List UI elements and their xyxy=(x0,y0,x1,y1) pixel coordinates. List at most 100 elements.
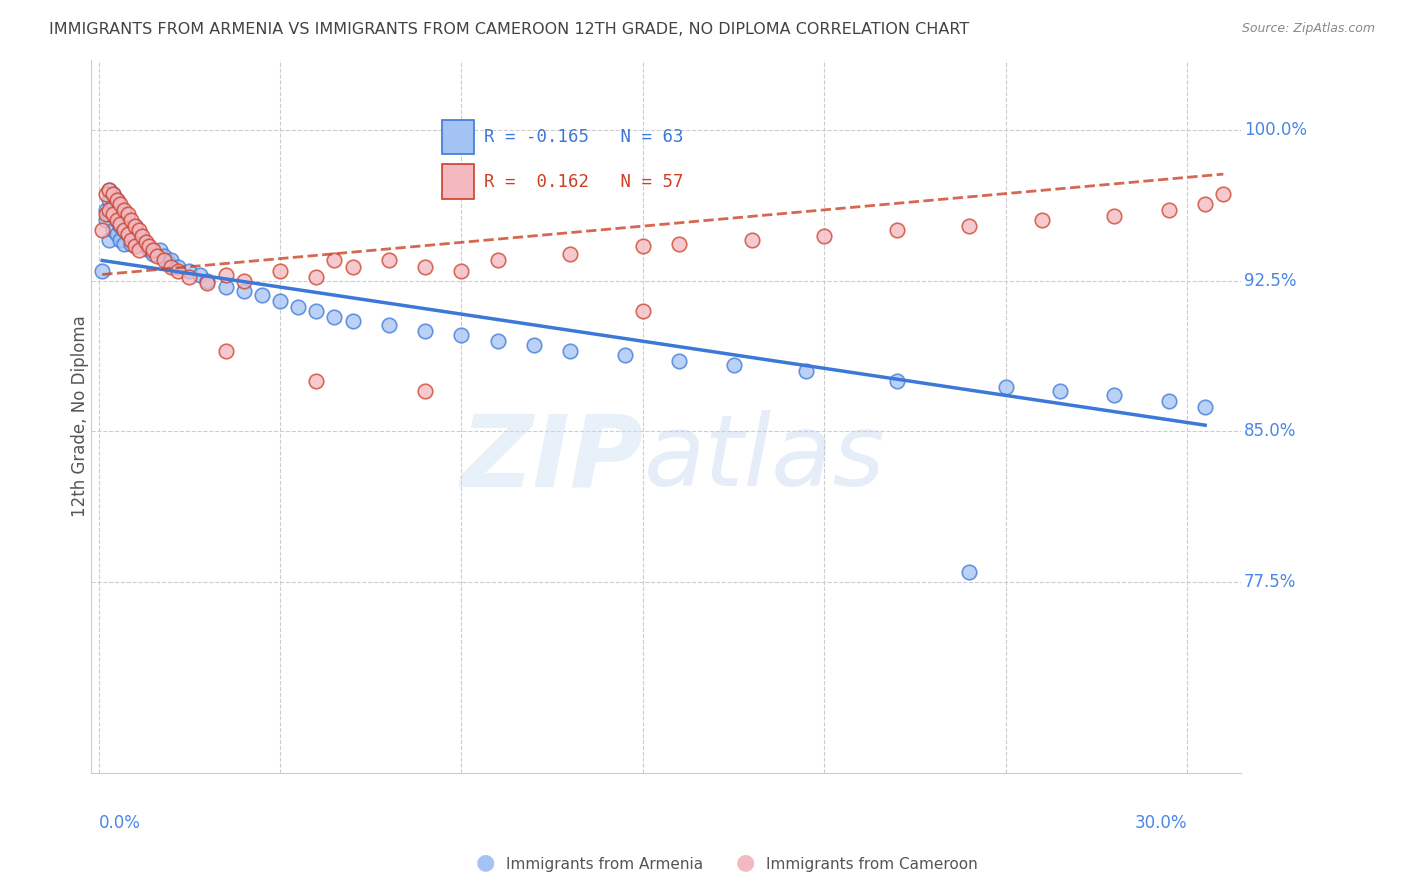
Point xyxy=(94,187,117,202)
Text: 100.0%: 100.0% xyxy=(1244,121,1306,139)
Point xyxy=(413,384,436,398)
Point xyxy=(305,269,328,284)
Text: 85.0%: 85.0% xyxy=(1244,422,1296,441)
Point xyxy=(179,263,201,277)
Point xyxy=(101,207,124,221)
Point xyxy=(98,193,121,207)
FancyBboxPatch shape xyxy=(441,164,474,199)
Point xyxy=(378,318,401,332)
Text: ●: ● xyxy=(475,853,495,872)
Point xyxy=(120,213,142,227)
Point xyxy=(138,239,160,253)
Point xyxy=(342,260,364,274)
Point xyxy=(631,239,654,253)
Point xyxy=(450,327,472,342)
Point xyxy=(723,358,745,372)
Point xyxy=(214,268,236,282)
Point xyxy=(94,207,117,221)
FancyBboxPatch shape xyxy=(441,120,474,154)
Point xyxy=(149,244,172,258)
Point xyxy=(305,303,328,318)
Point xyxy=(105,227,128,242)
Point xyxy=(613,348,636,362)
Point xyxy=(668,237,690,252)
Point xyxy=(269,263,291,277)
Point xyxy=(560,247,582,261)
Point xyxy=(105,213,128,227)
Point xyxy=(101,223,124,237)
Point xyxy=(117,227,139,242)
Point xyxy=(232,284,254,298)
Point xyxy=(250,287,273,301)
Point xyxy=(413,260,436,274)
Point xyxy=(323,310,346,324)
Point xyxy=(523,338,546,352)
Point xyxy=(142,244,165,258)
Point xyxy=(91,223,114,237)
Text: Immigrants from Armenia: Immigrants from Armenia xyxy=(506,857,703,872)
Point xyxy=(1157,203,1180,218)
Point xyxy=(167,263,190,277)
Text: 77.5%: 77.5% xyxy=(1244,573,1296,591)
Point xyxy=(101,187,124,202)
Point xyxy=(124,219,146,234)
Point xyxy=(378,253,401,268)
Point xyxy=(197,274,219,288)
Point xyxy=(1104,209,1126,223)
Point xyxy=(1049,384,1071,398)
Text: 0.0%: 0.0% xyxy=(98,814,141,832)
Point xyxy=(957,219,980,234)
Point xyxy=(117,227,139,242)
Point xyxy=(120,237,142,252)
Point xyxy=(135,235,157,250)
Point xyxy=(886,374,908,388)
Text: R = -0.165   N = 63: R = -0.165 N = 63 xyxy=(484,128,683,146)
Point xyxy=(138,244,160,258)
Point xyxy=(167,260,190,274)
Point xyxy=(342,314,364,328)
Text: 30.0%: 30.0% xyxy=(1135,814,1187,832)
Point xyxy=(120,223,142,237)
Point xyxy=(117,213,139,227)
Point xyxy=(794,364,817,378)
Point xyxy=(668,354,690,368)
Point xyxy=(413,324,436,338)
Point xyxy=(124,219,146,234)
Text: ZIP: ZIP xyxy=(460,410,644,508)
Point xyxy=(124,239,146,253)
Point xyxy=(135,239,157,253)
Point xyxy=(1157,394,1180,409)
Text: Immigrants from Cameroon: Immigrants from Cameroon xyxy=(766,857,979,872)
Point xyxy=(197,276,219,290)
Point xyxy=(160,260,183,274)
Point xyxy=(101,199,124,213)
Point xyxy=(631,303,654,318)
Point xyxy=(117,207,139,221)
Y-axis label: 12th Grade, No Diploma: 12th Grade, No Diploma xyxy=(72,315,89,517)
Text: ●: ● xyxy=(735,853,755,872)
Point xyxy=(160,253,183,268)
Point xyxy=(1194,400,1216,414)
Point xyxy=(156,255,179,269)
Point xyxy=(128,244,150,258)
Point xyxy=(486,253,509,268)
Point xyxy=(98,183,121,197)
Point xyxy=(131,229,153,244)
Point xyxy=(112,203,135,218)
Text: IMMIGRANTS FROM ARMENIA VS IMMIGRANTS FROM CAMEROON 12TH GRADE, NO DIPLOMA CORRE: IMMIGRANTS FROM ARMENIA VS IMMIGRANTS FR… xyxy=(49,22,970,37)
Point xyxy=(105,193,128,207)
Point xyxy=(128,223,150,237)
Point xyxy=(486,334,509,348)
Point xyxy=(94,203,117,218)
Point xyxy=(179,269,201,284)
Point xyxy=(105,213,128,227)
Point xyxy=(323,253,346,268)
Point xyxy=(98,203,121,218)
Point xyxy=(91,263,114,277)
Point xyxy=(120,234,142,248)
Point xyxy=(214,343,236,358)
Point xyxy=(105,193,128,207)
Point xyxy=(98,234,121,248)
Point xyxy=(98,207,121,221)
Point xyxy=(232,274,254,288)
